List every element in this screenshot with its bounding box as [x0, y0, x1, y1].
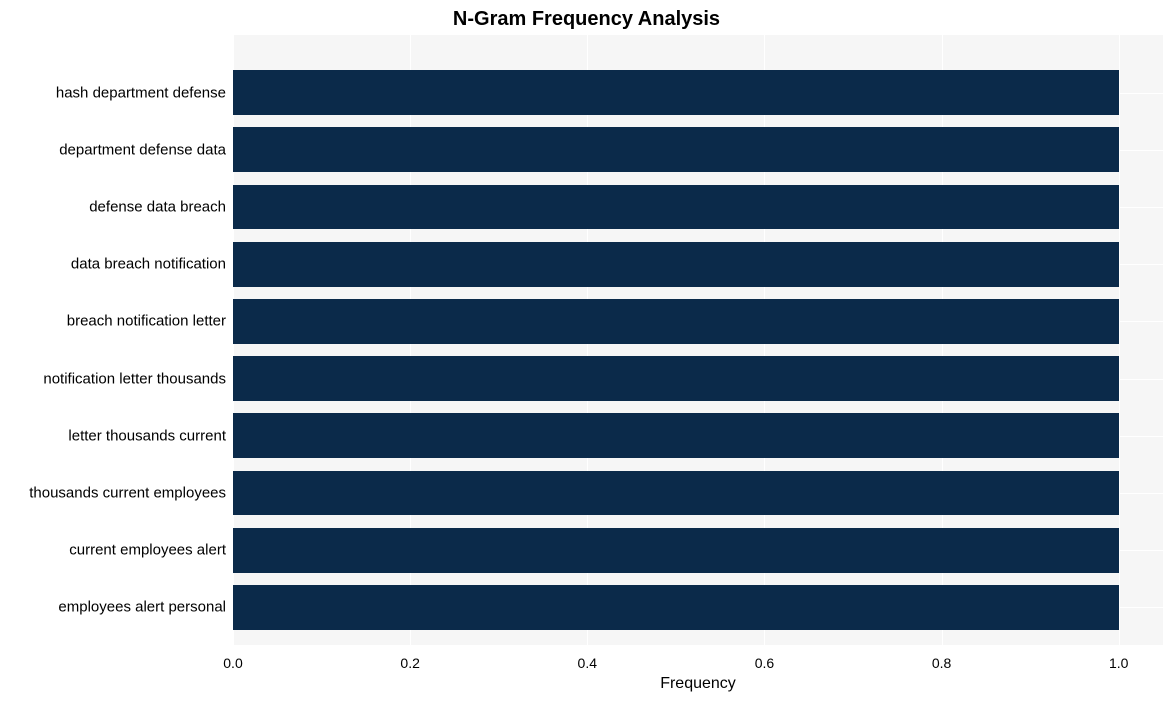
y-tick-label: letter thousands current	[0, 427, 226, 444]
y-tick-label: department defense data	[0, 141, 226, 158]
bar	[233, 299, 1119, 344]
x-gridline	[1119, 35, 1120, 645]
x-tick-label: 1.0	[1109, 655, 1128, 671]
bar	[233, 127, 1119, 172]
y-tick-label: employees alert personal	[0, 599, 226, 616]
bar	[233, 585, 1119, 630]
plot-area	[233, 35, 1163, 645]
chart-title: N-Gram Frequency Analysis	[0, 8, 1173, 31]
bar	[233, 471, 1119, 516]
x-tick-label: 0.0	[223, 655, 242, 671]
y-tick-label: notification letter thousands	[0, 370, 226, 387]
bar	[233, 528, 1119, 573]
bar	[233, 413, 1119, 458]
bar	[233, 70, 1119, 115]
bar	[233, 356, 1119, 401]
y-tick-label: breach notification letter	[0, 313, 226, 330]
x-axis-label: Frequency	[233, 675, 1163, 693]
y-tick-label: hash department defense	[0, 84, 226, 101]
ngram-frequency-chart: N-Gram Frequency Analysis Frequency 0.0 0…	[0, 0, 1173, 701]
bar	[233, 185, 1119, 230]
bar	[233, 242, 1119, 287]
x-tick-label: 0.8	[932, 655, 951, 671]
x-tick-label: 0.2	[400, 655, 419, 671]
y-tick-label: thousands current employees	[0, 485, 226, 502]
y-tick-label: current employees alert	[0, 542, 226, 559]
x-tick-label: 0.4	[578, 655, 597, 671]
x-tick-label: 0.6	[755, 655, 774, 671]
y-tick-label: defense data breach	[0, 199, 226, 216]
y-tick-label: data breach notification	[0, 256, 226, 273]
